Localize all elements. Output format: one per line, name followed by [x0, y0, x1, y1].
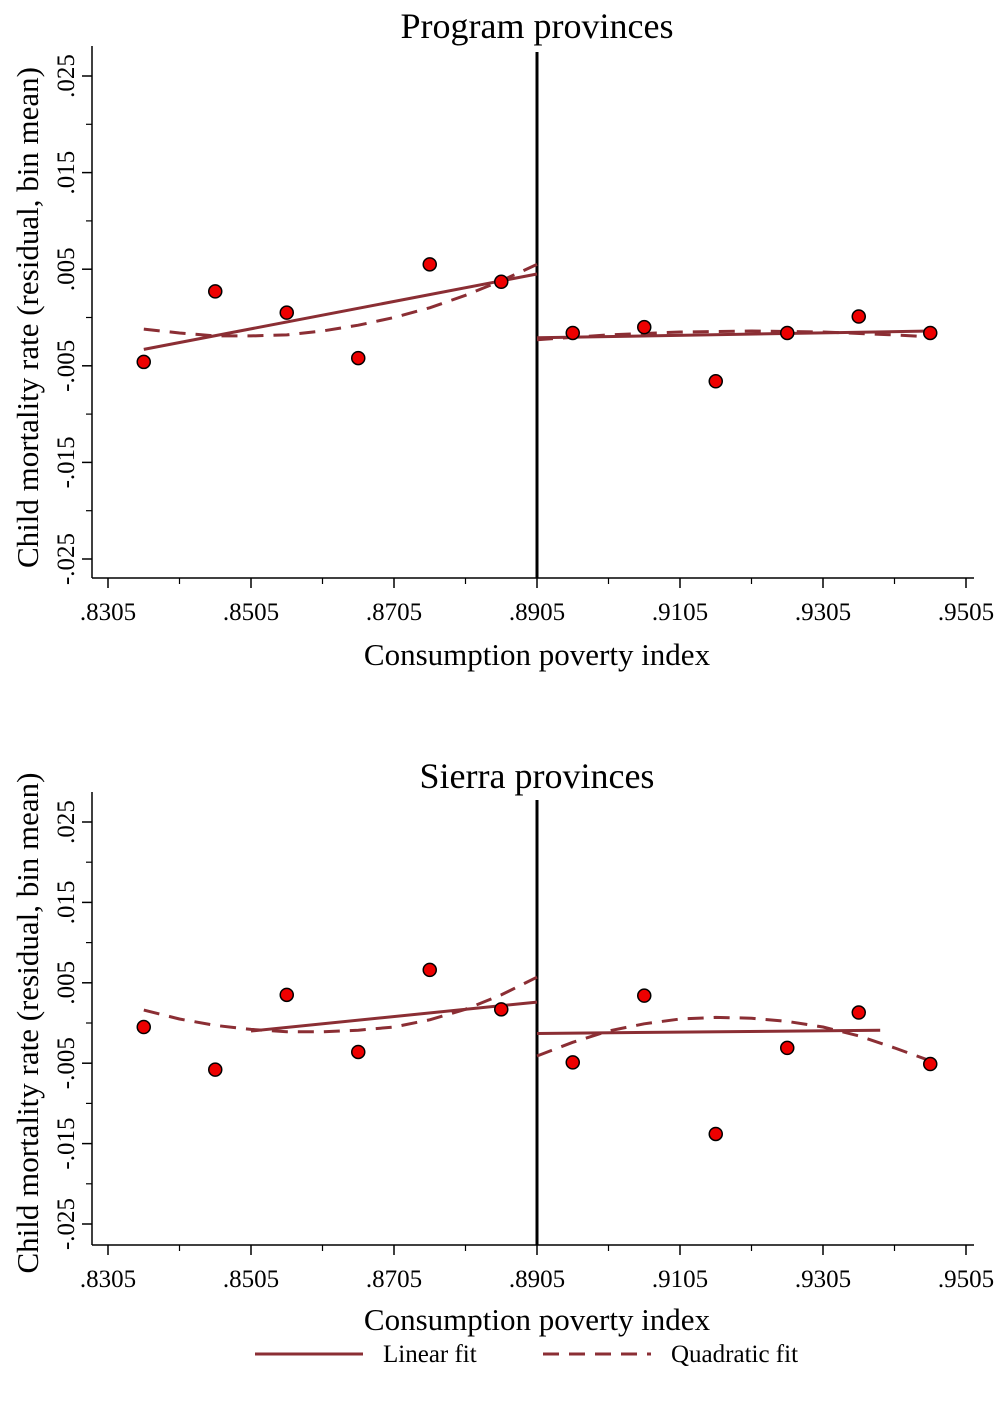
panel-program-provinces: Program provinces -.025 -.015 -.005 .005 .015… — [10, 6, 994, 672]
y-tick-label: .005 — [53, 961, 80, 1005]
data-point — [422, 257, 437, 272]
x-tick-label: .9305 — [795, 1266, 851, 1293]
x-axis-label: Consumption poverty index — [364, 1302, 711, 1337]
quadratic-fit-line-left — [143, 975, 538, 1034]
y-tick-label: -.025 — [53, 1198, 80, 1250]
y-axis-label: Child mortality rate (residual, bin mean… — [10, 772, 45, 1273]
legend-label-linear: Linear fit — [383, 1341, 477, 1368]
chart-title: Sierra provinces — [420, 756, 655, 796]
x-tick-label: .9505 — [938, 1266, 994, 1293]
linear-fit-line-left — [250, 1000, 538, 1033]
linear-fit-line-left — [143, 272, 538, 351]
quadratic-fit-line-right — [536, 1015, 931, 1063]
data-point — [494, 1002, 509, 1017]
data-point — [780, 1040, 795, 1056]
data-point — [851, 1005, 866, 1020]
x-axis-label: Consumption poverty index — [364, 637, 711, 672]
linear-fit-line-right — [536, 1028, 881, 1035]
data-point — [708, 374, 723, 389]
x-tick-label: .9505 — [938, 599, 994, 626]
quadratic-fit-line-left — [143, 263, 538, 338]
data-point — [422, 962, 437, 978]
data-point — [136, 1019, 151, 1035]
x-tick-label: .8905 — [509, 1266, 565, 1293]
y-axis-label: Child mortality rate (residual, bin mean… — [10, 67, 45, 568]
data-point — [136, 354, 151, 370]
x-tick-label: .8505 — [223, 1266, 279, 1293]
x-tick-label: .8705 — [366, 599, 422, 626]
data-point — [851, 309, 866, 324]
y-tick-label: -.015 — [53, 1118, 80, 1170]
y-tick-label: -.015 — [53, 436, 80, 488]
data-point — [565, 325, 580, 341]
data-point — [923, 1056, 938, 1072]
x-tick-label: .9105 — [652, 599, 708, 626]
data-point — [637, 988, 652, 1003]
y-tick-label: .015 — [53, 151, 80, 195]
data-point — [708, 1126, 723, 1142]
data-point — [279, 305, 294, 320]
y-tick-label: .025 — [53, 54, 80, 98]
legend-label-quadratic: Quadratic fit — [671, 1341, 798, 1368]
x-tick-label: .8305 — [80, 599, 136, 626]
data-point — [494, 274, 509, 290]
x-tick-label: .8505 — [223, 599, 279, 626]
data-point — [565, 1055, 580, 1070]
data-point — [208, 284, 223, 299]
data-point — [637, 319, 652, 335]
panel-sierra-provinces: Sierra provinces -.025 -.015 -.005 .005 .015.… — [10, 756, 994, 1337]
data-point — [279, 987, 294, 1003]
legend: Linear fit Quadratic fit — [255, 1341, 798, 1368]
y-tick-label: .015 — [53, 881, 80, 925]
x-tick-label: .9305 — [795, 599, 851, 626]
data-point — [923, 325, 938, 341]
data-point — [351, 350, 366, 366]
y-tick-label: -.005 — [53, 1037, 80, 1089]
x-tick-label: .8705 — [366, 1266, 422, 1293]
data-point — [780, 325, 795, 341]
data-point — [208, 1062, 223, 1077]
x-tick-label: .8905 — [509, 599, 565, 626]
y-tick-label: -.025 — [53, 533, 80, 585]
y-tick-label: .025 — [53, 800, 80, 844]
y-tick-label: .005 — [53, 247, 80, 291]
data-point — [351, 1044, 366, 1060]
x-tick-label: .9105 — [652, 1266, 708, 1293]
quadratic-fit-line-right — [536, 329, 931, 342]
y-tick-label: -.005 — [53, 340, 80, 392]
chart-title: Program provinces — [401, 6, 674, 46]
x-tick-label: .8305 — [80, 1266, 136, 1293]
